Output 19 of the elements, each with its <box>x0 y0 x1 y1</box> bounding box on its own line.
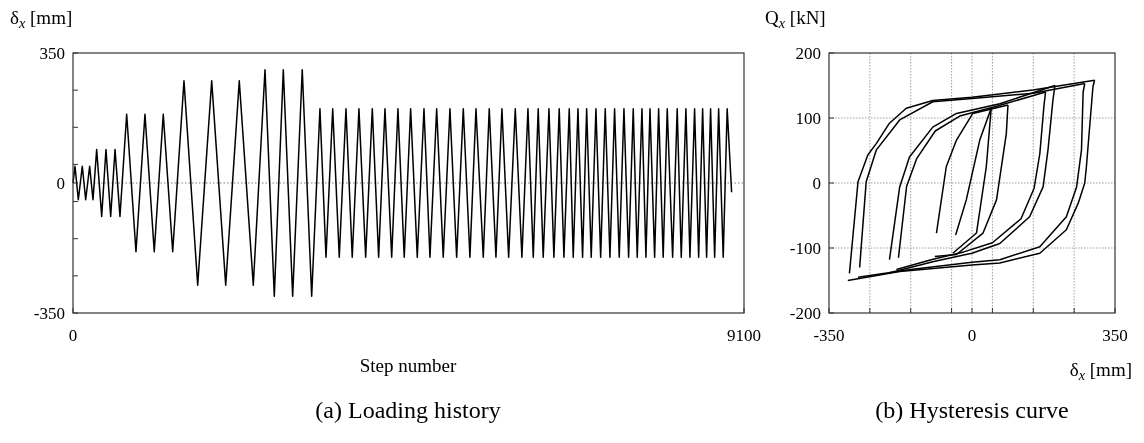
y-tick-label: 350 <box>39 43 65 63</box>
y-tick-label: -100 <box>789 238 821 258</box>
text: (b) Hysteresis curve <box>875 397 1069 423</box>
x-tick-label: 9100 <box>727 326 761 345</box>
y-tick-label: -200 <box>789 303 821 323</box>
y-axis-title: Q$_{x}$ [kN] <box>765 7 826 32</box>
y-axis-title: δ$_{x}$ [mm] <box>10 7 73 32</box>
x-axis-title: δ$_{x}$ [mm] <box>1069 359 1132 384</box>
y-tick-label: 0 <box>56 173 65 193</box>
text: (a) Loading history <box>315 397 501 423</box>
x-tick-label: 0 <box>68 326 78 345</box>
x-tick-label: 350 <box>1102 326 1128 345</box>
x-tick-label: -350 <box>813 326 845 345</box>
x-tick-label: 0 <box>967 326 977 345</box>
y-tick-label: 100 <box>795 108 821 128</box>
y-tick-label: -350 <box>33 303 65 323</box>
x-axis-title: Step number <box>359 355 457 376</box>
y-tick-label: 0 <box>812 173 821 193</box>
y-tick-label: 200 <box>795 43 821 63</box>
